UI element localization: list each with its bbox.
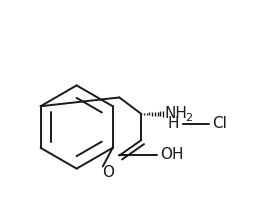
Text: NH: NH: [165, 106, 187, 121]
Text: O: O: [102, 165, 114, 180]
Text: 2: 2: [185, 113, 192, 123]
Text: Cl: Cl: [212, 116, 227, 131]
Text: H: H: [168, 116, 179, 131]
Text: OH: OH: [160, 147, 183, 162]
